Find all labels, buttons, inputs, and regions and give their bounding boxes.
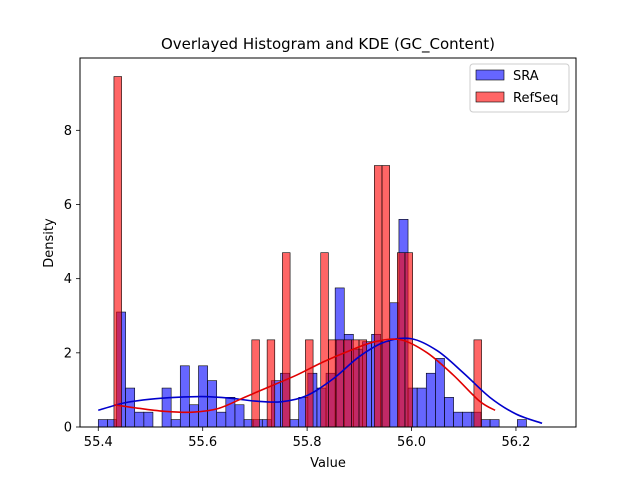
refseq-bar	[381, 165, 390, 427]
refseq-bar	[374, 165, 383, 427]
x-tick-label: 55.8	[293, 435, 322, 450]
sra-bar	[289, 419, 300, 427]
sra-kde-line	[98, 337, 543, 425]
sra-bar	[216, 411, 227, 427]
sra-bar	[444, 397, 454, 427]
refseq-bar	[305, 339, 314, 427]
sra-bar	[480, 419, 491, 427]
sra-bar	[453, 411, 464, 427]
y-axis: 0 2 4 6 8	[64, 124, 80, 436]
x-tick-label: 56.0	[397, 435, 426, 450]
y-tick-label: 6	[64, 198, 72, 213]
x-tick-label: 55.4	[84, 435, 113, 450]
x-axis: 55.4 55.6 55.8 56.0 56.2	[84, 427, 530, 450]
sra-bar	[517, 419, 527, 427]
refseq-bar	[251, 339, 260, 427]
sra-bar	[161, 387, 172, 427]
x-tick-label: 55.6	[188, 435, 217, 450]
sra-bar	[207, 380, 218, 427]
sra-bar	[425, 372, 436, 427]
sra-bar	[435, 358, 445, 427]
refseq-bar	[328, 339, 337, 427]
sra-bar	[143, 411, 154, 427]
legend-swatch-refseq	[475, 91, 505, 103]
sra-bar	[462, 411, 473, 427]
sra-bar	[189, 404, 199, 427]
sra-bar	[234, 404, 245, 427]
sra-bar	[489, 419, 500, 427]
y-tick-label: 8	[64, 124, 72, 139]
sra-bar	[97, 419, 108, 427]
sra-bar	[416, 387, 427, 427]
y-tick-label: 0	[64, 421, 72, 436]
refseq-kde-line	[113, 338, 496, 414]
legend-label-sra: SRA	[513, 69, 539, 84]
refseq-bar	[266, 339, 276, 427]
plot-frame	[79, 57, 577, 428]
refseq-bar	[404, 252, 413, 427]
refseq-bar	[113, 76, 122, 427]
y-tick-label: 4	[64, 272, 72, 287]
x-axis-label: Value	[310, 456, 346, 471]
sra-bar	[134, 411, 145, 427]
refseq-bar	[282, 252, 291, 427]
x-tick-label: 56.2	[501, 435, 530, 450]
legend-swatch-sra	[475, 69, 505, 81]
refseq-bar	[358, 339, 367, 427]
chart-title: Overlayed Histogram and KDE (GC_Content)	[161, 35, 495, 54]
y-tick-label: 2	[64, 346, 72, 361]
refseq-bar	[320, 252, 329, 427]
legend-label-refseq: RefSeq	[513, 91, 559, 106]
refseq-bar	[351, 339, 360, 427]
y-axis-label: Density	[42, 218, 57, 268]
legend: SRA RefSeq	[469, 63, 570, 113]
sra-bar	[170, 419, 181, 427]
